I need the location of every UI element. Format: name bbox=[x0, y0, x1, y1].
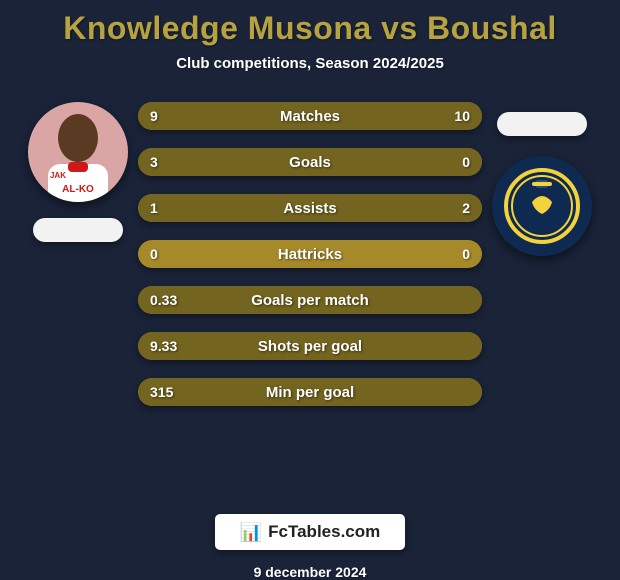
stat-label: Assists bbox=[138, 194, 482, 222]
stat-value-right: 10 bbox=[454, 102, 470, 130]
brand-text: FcTables.com bbox=[268, 522, 380, 542]
subtitle: Club competitions, Season 2024/2025 bbox=[176, 55, 444, 72]
stat-row-shots-per-goal: 9.33 Shots per goal bbox=[138, 332, 482, 360]
page-title: Knowledge Musona vs Boushal bbox=[63, 10, 557, 47]
avatar-left-svg: AL-KO JAK bbox=[28, 102, 128, 202]
player-left-flag bbox=[33, 218, 123, 242]
crest-right-svg bbox=[492, 156, 592, 256]
stat-label: Matches bbox=[138, 102, 482, 130]
player-left-avatar: AL-KO JAK bbox=[28, 102, 128, 202]
stat-value-right: 2 bbox=[462, 194, 470, 222]
stat-label: Goals bbox=[138, 148, 482, 176]
brand-icon: 📊 bbox=[240, 523, 262, 541]
player-right-crest bbox=[492, 156, 592, 256]
stat-label: Min per goal bbox=[138, 378, 482, 406]
player-right-flag bbox=[497, 112, 587, 136]
stat-row-goals: 3 Goals 0 bbox=[138, 148, 482, 176]
stat-row-assists: 1 Assists 2 bbox=[138, 194, 482, 222]
left-side: AL-KO JAK bbox=[18, 102, 138, 242]
comparison-card: Knowledge Musona vs Boushal Club competi… bbox=[0, 0, 620, 580]
stat-row-min-per-goal: 315 Min per goal bbox=[138, 378, 482, 406]
stat-label: Goals per match bbox=[138, 286, 482, 314]
title-player-right: Boushal bbox=[427, 10, 557, 46]
stat-value-right: 0 bbox=[462, 240, 470, 268]
content-row: AL-KO JAK 9 Matches 10 3 Goals 0 bbox=[0, 102, 620, 494]
stat-row-goals-per-match: 0.33 Goals per match bbox=[138, 286, 482, 314]
stat-row-matches: 9 Matches 10 bbox=[138, 102, 482, 130]
svg-text:AL-KO: AL-KO bbox=[62, 184, 94, 195]
stat-label: Hattricks bbox=[138, 240, 482, 268]
title-player-left: Knowledge Musona bbox=[63, 10, 371, 46]
stats-bars: 9 Matches 10 3 Goals 0 1 Assists 2 bbox=[138, 102, 482, 406]
title-vs: vs bbox=[372, 10, 427, 46]
stat-row-hattricks: 0 Hattricks 0 bbox=[138, 240, 482, 268]
right-side bbox=[482, 102, 602, 256]
stat-value-right: 0 bbox=[462, 148, 470, 176]
svg-text:JAK: JAK bbox=[50, 171, 66, 180]
stat-label: Shots per goal bbox=[138, 332, 482, 360]
brand-badge[interactable]: 📊 FcTables.com bbox=[215, 514, 405, 550]
date-stamp: 9 december 2024 bbox=[254, 564, 367, 580]
